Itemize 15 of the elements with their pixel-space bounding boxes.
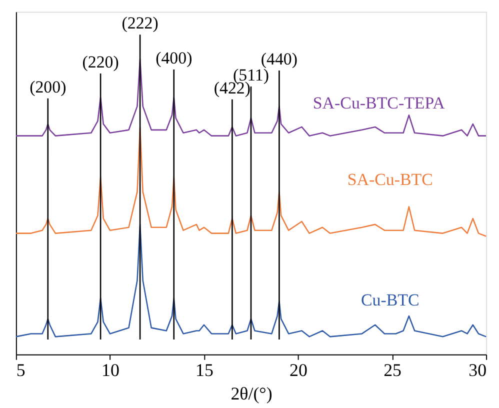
x-tick-label: 15 [196,360,214,380]
annotation: (200) [30,77,66,96]
annotation: (400) [156,48,192,68]
series-label: SA-Cu-BTC-TEPA [312,93,446,112]
x-tick-label: 25 [384,360,402,380]
x-axis-title: 2θ/(°) [230,384,272,404]
annotation: (440) [260,50,298,69]
x-tick-label: 5 [16,360,26,380]
text: (222) [122,14,158,33]
x-tick-label: 30 [468,360,487,380]
x-tick-label: 10 [102,360,120,380]
series-label: SA-Cu-BTC [347,170,433,190]
series-label: Cu-BTC [361,290,420,310]
x-tick-label: 20 [290,360,308,380]
annotation: (220) [82,52,119,72]
